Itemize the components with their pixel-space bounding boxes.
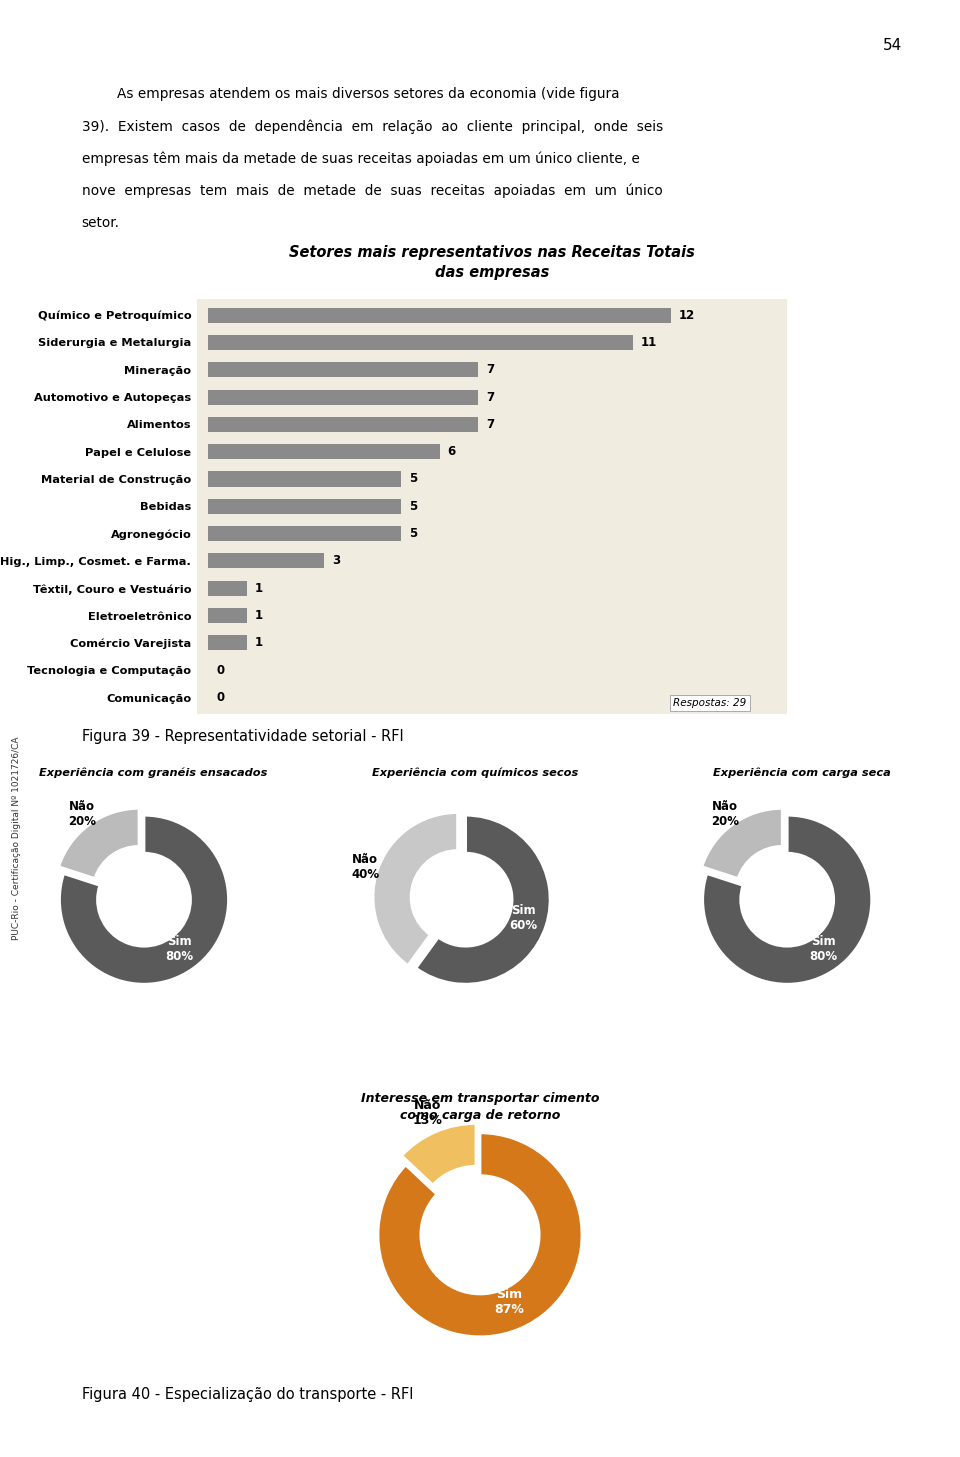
Wedge shape — [416, 816, 550, 983]
Text: 5: 5 — [409, 527, 418, 541]
Bar — [208, 444, 440, 459]
Text: Não
20%: Não 20% — [711, 800, 739, 828]
Text: 0: 0 — [216, 691, 225, 704]
Wedge shape — [378, 1134, 582, 1336]
Text: Setores mais representativos nas Receitas Totais
das empresas: Setores mais representativos nas Receita… — [289, 245, 695, 280]
Bar — [208, 608, 247, 624]
Text: Experiência com químicos secos: Experiência com químicos secos — [372, 768, 578, 778]
Text: nove  empresas  tem  mais  de  metade  de  suas  receitas  apoiadas  em  um  úni: nove empresas tem mais de metade de suas… — [82, 184, 662, 198]
Bar — [208, 335, 633, 350]
Text: 0: 0 — [216, 664, 225, 676]
Text: 54: 54 — [883, 38, 902, 52]
Text: 7: 7 — [486, 418, 494, 431]
Text: 5: 5 — [409, 500, 418, 513]
Text: Não
20%: Não 20% — [68, 800, 96, 828]
Bar — [208, 498, 401, 514]
Text: Interesse em transportar cimento
como carga de retorno: Interesse em transportar cimento como ca… — [361, 1093, 599, 1122]
Text: As empresas atendem os mais diversos setores da economia (vide figura: As empresas atendem os mais diversos set… — [82, 87, 619, 102]
Text: 7: 7 — [486, 363, 494, 376]
Bar — [208, 554, 324, 568]
Wedge shape — [703, 816, 872, 985]
Bar — [208, 635, 247, 650]
Wedge shape — [373, 813, 458, 966]
Bar — [208, 417, 478, 431]
Text: Sim
80%: Sim 80% — [809, 935, 837, 963]
Text: Respostas: 29: Respostas: 29 — [673, 698, 747, 708]
Text: 3: 3 — [332, 555, 340, 567]
Text: 1: 1 — [254, 609, 263, 622]
Text: Não
40%: Não 40% — [351, 852, 379, 881]
Bar — [208, 389, 478, 405]
Text: Experiência com carga seca: Experiência com carga seca — [712, 768, 891, 778]
Text: 11: 11 — [640, 337, 657, 348]
Text: Não
13%: Não 13% — [413, 1099, 443, 1128]
Bar — [208, 526, 401, 541]
Bar — [208, 307, 671, 322]
Bar — [208, 581, 247, 596]
Text: Experiência com granéis ensacados: Experiência com granéis ensacados — [39, 768, 268, 778]
Wedge shape — [702, 809, 782, 879]
Text: Figura 39 - Representatividade setorial - RFI: Figura 39 - Representatividade setorial … — [82, 728, 403, 743]
Wedge shape — [401, 1123, 476, 1185]
Text: Sim
87%: Sim 87% — [494, 1288, 524, 1316]
Text: Figura 40 - Especialização do transporte - RFI: Figura 40 - Especialização do transporte… — [82, 1387, 413, 1402]
Text: 39).  Existem  casos  de  dependência  em  relação  ao  cliente  principal,  ond: 39). Existem casos de dependência em rel… — [82, 119, 662, 134]
Text: PUC-Rio - Certificação Digital Nº 1021726/CA: PUC-Rio - Certificação Digital Nº 102172… — [12, 736, 21, 940]
Text: 1: 1 — [254, 581, 263, 594]
Text: Sim
80%: Sim 80% — [166, 935, 194, 963]
Text: 5: 5 — [409, 472, 418, 485]
Text: Sim
60%: Sim 60% — [510, 905, 538, 932]
Wedge shape — [60, 816, 228, 985]
Wedge shape — [59, 809, 139, 879]
Bar — [208, 472, 401, 487]
Text: 1: 1 — [254, 637, 263, 650]
Text: 7: 7 — [486, 390, 494, 404]
Text: setor.: setor. — [82, 216, 120, 230]
Text: 12: 12 — [679, 309, 695, 322]
Text: empresas têm mais da metade de suas receitas apoiadas em um único cliente, e: empresas têm mais da metade de suas rece… — [82, 152, 639, 166]
Bar — [208, 363, 478, 377]
Text: 6: 6 — [447, 446, 456, 457]
